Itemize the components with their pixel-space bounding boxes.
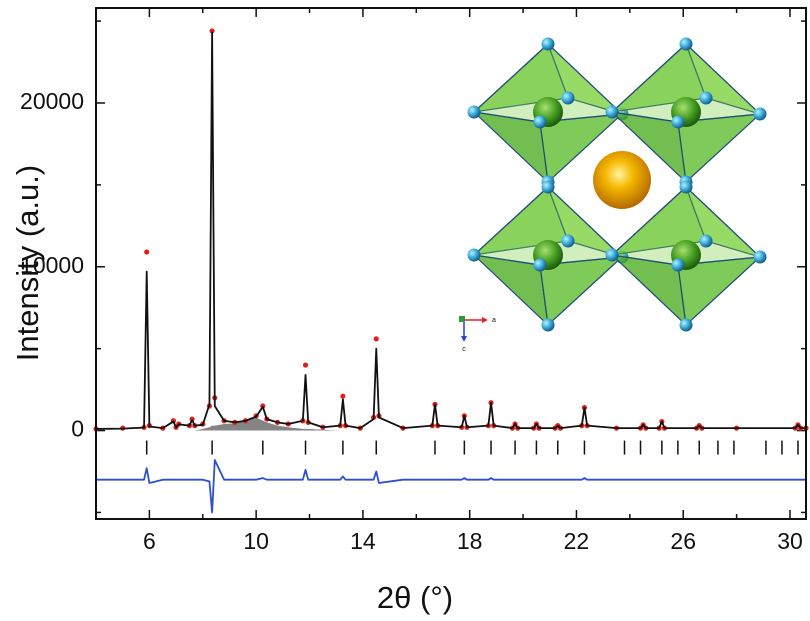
plot-area: 6 10 14 18 22 26 30 0 10000 20000 <box>20 7 809 554</box>
y-tick-label: 10000 <box>20 252 84 278</box>
x-site-atom <box>541 180 555 194</box>
observed-point <box>209 28 215 34</box>
axis-label: a <box>492 317 496 324</box>
x-tick-label: 10 <box>243 528 269 554</box>
x-site-atom <box>533 258 547 272</box>
x-site-atom <box>467 248 481 262</box>
crystal-structure-inset: a c <box>459 37 767 353</box>
x-tick-label: 30 <box>777 528 803 554</box>
x-site-atom <box>753 107 767 121</box>
observed-point <box>144 249 150 255</box>
observed-point <box>340 393 346 399</box>
x-site-atom <box>533 115 547 129</box>
x-site-atom <box>561 91 575 105</box>
a-site-atom <box>593 151 651 209</box>
x-tick-label: 18 <box>457 528 483 554</box>
x-site-atom <box>679 37 693 51</box>
x-site-atom <box>699 234 713 248</box>
x-tick-label: 6 <box>143 528 156 554</box>
plot-frame <box>95 7 807 520</box>
x-site-atom <box>671 115 685 129</box>
x-site-atom <box>541 318 555 332</box>
y-axis-title: Intensity (a.u.) <box>10 165 45 361</box>
y-tick-label: 0 <box>71 416 84 442</box>
x-site-atom <box>699 91 713 105</box>
x-site-atom <box>541 37 555 51</box>
x-site-atom <box>753 250 767 264</box>
axis-label: c <box>462 346 466 353</box>
observed-point <box>373 336 379 342</box>
x-axis-title: 2θ (°) <box>377 580 453 615</box>
series-line <box>96 459 806 514</box>
x-tick-label: 14 <box>350 528 376 554</box>
axis-triad: a c <box>459 316 496 353</box>
series-line <box>95 31 806 430</box>
x-site-atom <box>671 258 685 272</box>
x-site-atom <box>679 180 693 194</box>
observed-point <box>302 362 309 368</box>
x-tick-label: 22 <box>564 528 590 554</box>
background-area <box>96 417 806 431</box>
x-site-atom <box>605 105 619 119</box>
x-site-atom <box>605 248 619 262</box>
x-site-atom <box>679 318 693 332</box>
y-tick-label: 20000 <box>20 88 84 114</box>
x-tick-label: 26 <box>670 528 696 554</box>
x-site-atom <box>561 234 575 248</box>
x-site-atom <box>467 105 481 119</box>
